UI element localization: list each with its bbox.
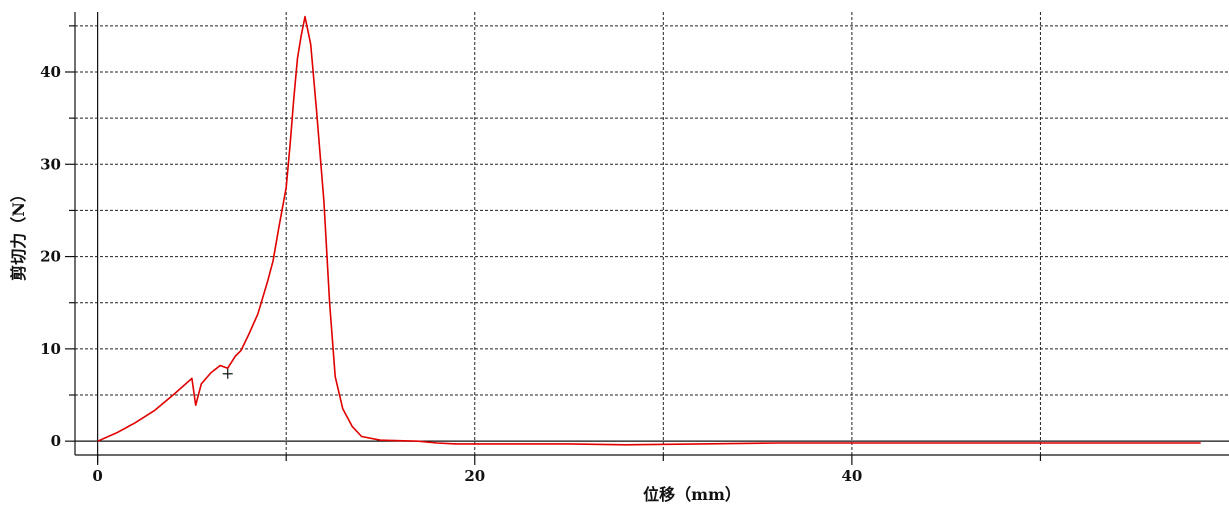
tick-labels: 0 10 20 30 40 0 20 40 [40, 63, 862, 485]
x-tick-label: 20 [464, 467, 485, 485]
y-axis-title: 剪切力（N） [9, 186, 28, 281]
y-tick-label: 20 [40, 248, 61, 266]
x-axis-title: 位移（mm） [643, 485, 741, 504]
y-tick-label: 0 [51, 432, 61, 450]
series [97, 15, 1201, 446]
axes [65, 12, 1229, 465]
y-tick-label: 40 [40, 63, 61, 81]
y-tick-label: 10 [40, 340, 61, 358]
x-tick-label: 40 [841, 467, 862, 485]
series-line [97, 15, 1201, 446]
x-tick-label: 0 [92, 467, 102, 485]
grid [75, 12, 1229, 455]
y-tick-label: 30 [40, 155, 61, 173]
